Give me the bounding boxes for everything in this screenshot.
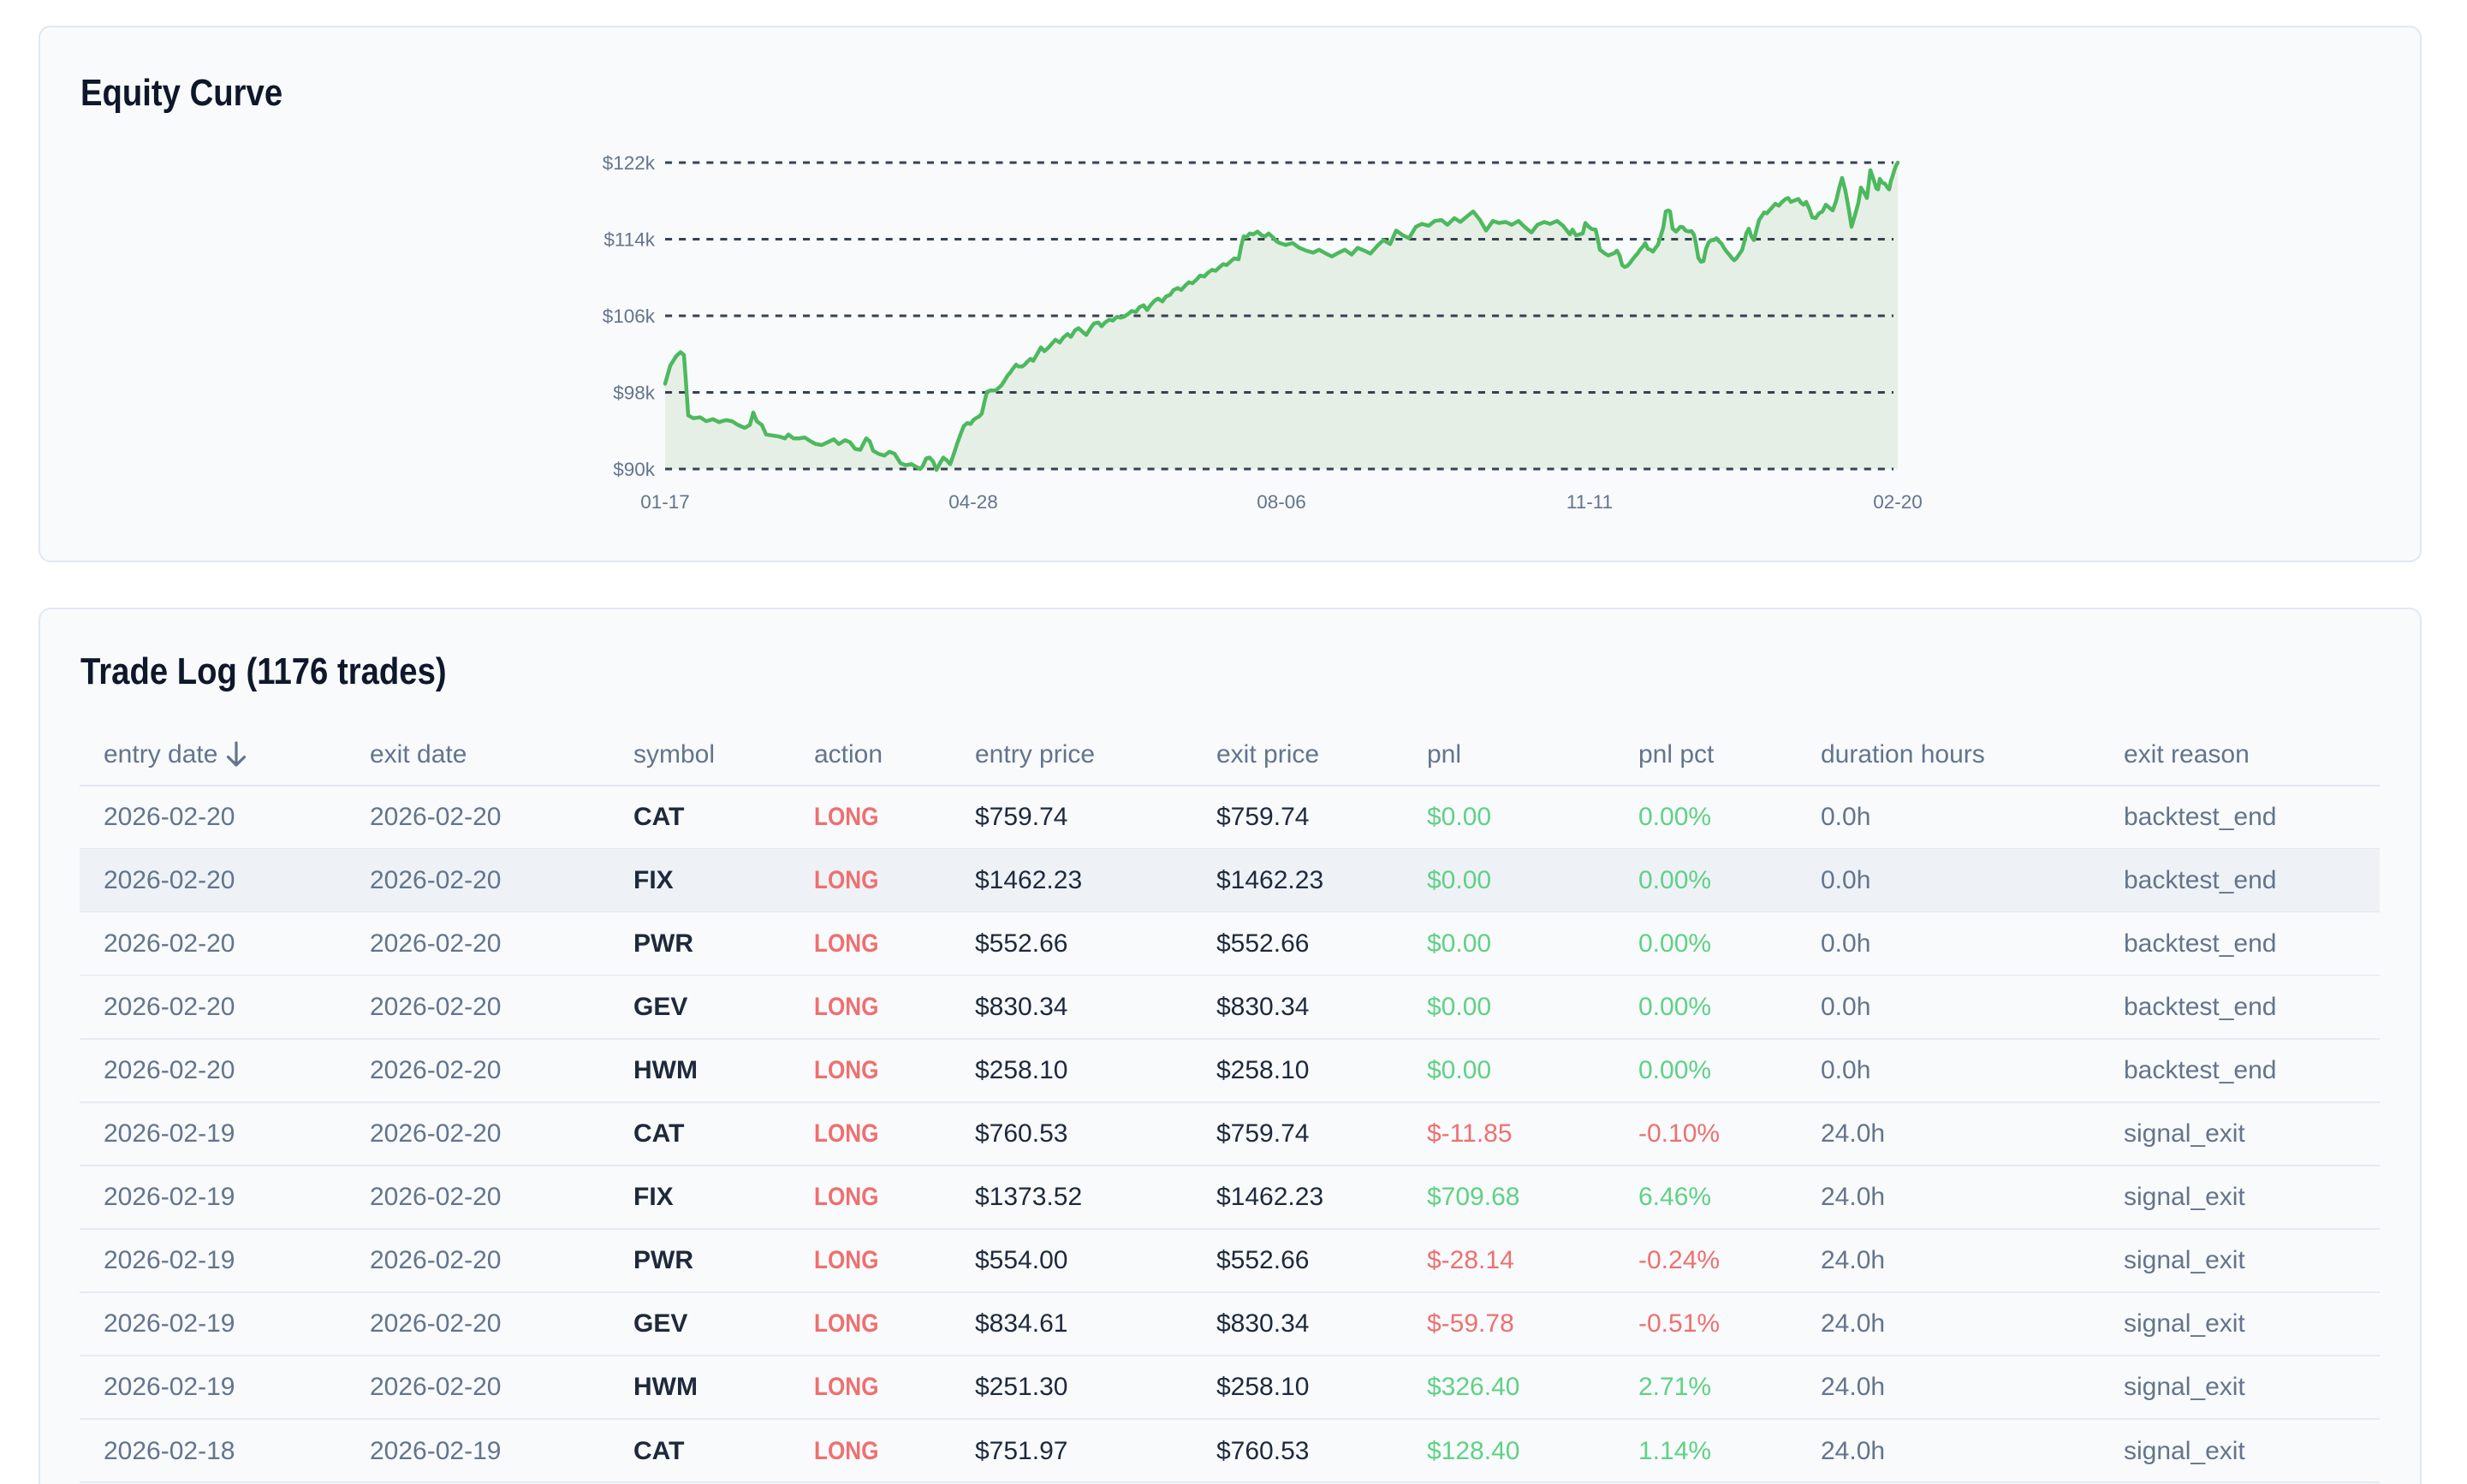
svg-text:$106k: $106k — [603, 306, 656, 327]
svg-text:$90k: $90k — [613, 459, 656, 480]
svg-text:02-20: 02-20 — [1873, 491, 1923, 513]
svg-text:11-11: 11-11 — [1566, 491, 1613, 513]
svg-text:01-17: 01-17 — [640, 491, 690, 513]
svg-text:04-28: 04-28 — [948, 491, 998, 513]
svg-text:$114k: $114k — [603, 229, 655, 251]
svg-text:$98k: $98k — [613, 383, 656, 404]
svg-text:$122k: $122k — [603, 152, 656, 174]
svg-text:08-06: 08-06 — [1257, 491, 1306, 513]
